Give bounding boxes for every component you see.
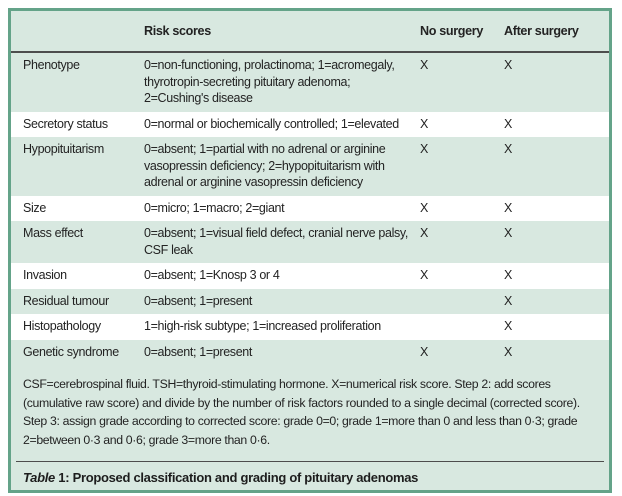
after-surgery-cell: X [504,200,512,215]
no-surgery-cell: X [420,58,428,72]
no-surgery-cell: X [420,226,428,240]
risk-scores-cell: 0=absent; 1=partial with no adrenal or a… [144,142,386,189]
after-surgery-cell: X [504,226,512,240]
row-label-cell: Mass effect [23,226,83,240]
table-caption: Table 1: Proposed classification and gra… [11,462,609,485]
header-row: Risk scores No surgery After surgery [11,11,609,53]
row-label-cell: Residual tumour [23,293,109,308]
risk-scores-cell: 0=non-functioning, prolactinoma; 1=acrom… [144,58,395,105]
caption-number: 1: [54,470,73,485]
row-label-cell: Genetic syndrome [23,344,119,359]
no-surgery-cell: X [420,268,428,282]
no-surgery-cell [416,289,500,315]
after-surgery-cell: X [504,319,512,333]
risk-scores-cell: 1=high-risk subtype; 1=increased prolife… [144,319,381,333]
col-header-no-surgery: No surgery [416,11,500,53]
row-label-cell: Size [23,200,46,215]
table-row: Phenotype 0=non-functioning, prolactinom… [11,52,609,112]
after-surgery-cell: X [504,293,512,308]
risk-scores-cell: 0=absent; 1=Knosp 3 or 4 [144,268,280,282]
classification-table: Risk scores No surgery After surgery Phe… [11,11,609,365]
after-surgery-cell: X [504,116,512,131]
risk-scores-cell: 0=absent; 1=present [144,293,253,308]
after-surgery-cell: X [504,58,512,72]
risk-scores-cell: 0=micro; 1=macro; 2=giant [144,200,285,215]
row-label-cell: Secretory status [23,116,108,131]
after-surgery-cell: X [504,142,512,156]
risk-scores-cell: 0=absent; 1=visual field defect, cranial… [144,226,409,257]
row-label-cell: Histopathology [23,319,101,333]
no-surgery-cell [416,314,500,340]
no-surgery-cell: X [420,200,428,215]
risk-scores-cell: 0=absent; 1=present [144,344,253,359]
caption-divider [16,461,604,462]
table-footnote: CSF=cerebrospinal fluid. TSH=thyroid-sti… [23,377,580,447]
row-label-cell: Phenotype [23,58,80,72]
caption-title: Proposed classification and grading of p… [72,470,419,485]
table-row: Secretory status 0=normal or biochemical… [11,111,609,137]
caption-table-word: Table [23,470,55,485]
col-header-risk-scores: Risk scores [140,11,416,53]
no-surgery-cell: X [420,344,428,359]
risk-scores-cell: 0=normal or biochemically controlled; 1=… [144,116,399,131]
row-label-cell: Hypopituitarism [23,142,104,156]
table-row: Histopathology 1=high-risk subtype; 1=in… [11,314,609,340]
table-row: Residual tumour 0=absent; 1=present X [11,289,609,315]
table-row: Genetic syndrome 0=absent; 1=present X X [11,340,609,366]
table-row: Hypopituitarism 0=absent; 1=partial with… [11,137,609,196]
col-header-empty [11,11,140,53]
table-row: Size 0=micro; 1=macro; 2=giant X X [11,195,609,221]
no-surgery-cell: X [420,142,428,156]
no-surgery-cell: X [420,116,428,131]
after-surgery-cell: X [504,344,512,359]
col-header-after-surgery: After surgery [500,11,609,53]
table-row: Mass effect 0=absent; 1=visual field def… [11,221,609,263]
table-row: Invasion 0=absent; 1=Knosp 3 or 4 X X [11,263,609,289]
after-surgery-cell: X [504,268,512,282]
table-panel: Risk scores No surgery After surgery Phe… [8,8,612,493]
row-label-cell: Invasion [23,268,67,282]
